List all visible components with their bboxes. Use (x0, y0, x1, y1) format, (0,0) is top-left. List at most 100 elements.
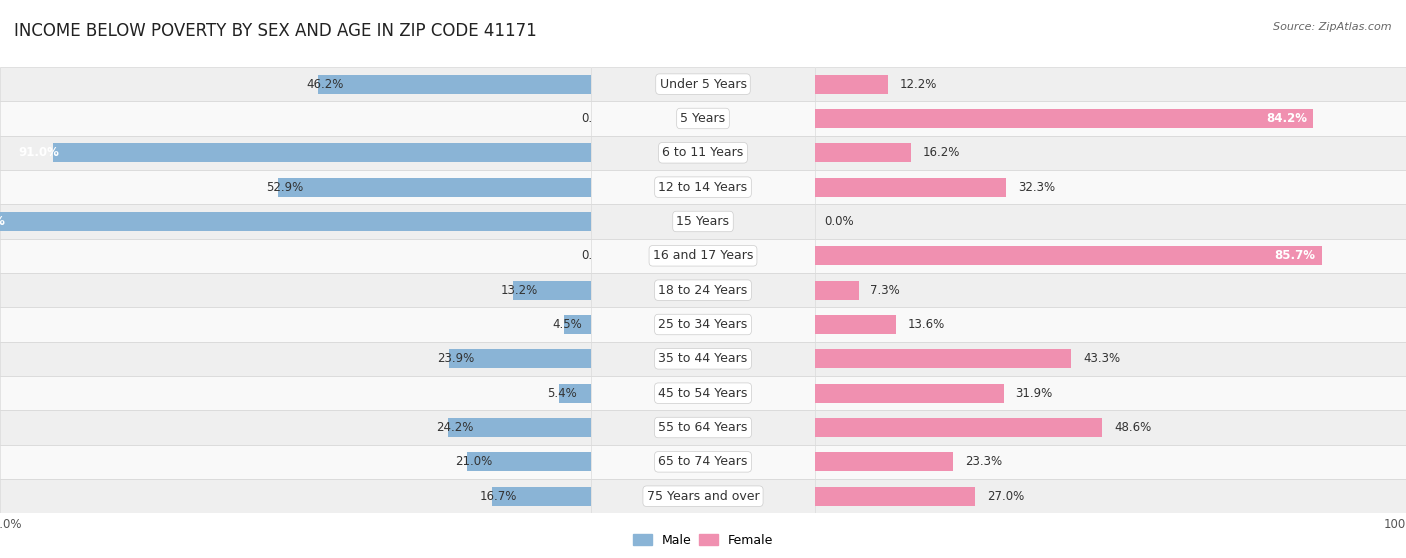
Text: 15 Years: 15 Years (676, 215, 730, 228)
Bar (0, 376, 591, 410)
Bar (815, 102, 1406, 136)
Text: 24.2%: 24.2% (436, 421, 474, 434)
Bar (591, 136, 815, 170)
Text: 46.2%: 46.2% (307, 78, 343, 90)
Bar (815, 204, 1406, 239)
Text: 45 to 54 Years: 45 to 54 Years (658, 387, 748, 400)
Text: 12 to 14 Years: 12 to 14 Years (658, 181, 748, 194)
Bar (815, 453, 953, 472)
Bar (815, 384, 1004, 403)
Text: 25 to 34 Years: 25 to 34 Years (658, 318, 748, 331)
Bar (591, 239, 815, 273)
Bar (815, 418, 1102, 437)
Text: Under 5 Years: Under 5 Years (659, 78, 747, 90)
Bar (591, 341, 815, 376)
Bar (815, 273, 1406, 307)
Bar (815, 281, 859, 300)
Bar (492, 487, 591, 506)
Text: 21.0%: 21.0% (454, 455, 492, 468)
Bar (0, 212, 591, 231)
Text: 55 to 64 Years: 55 to 64 Years (658, 421, 748, 434)
Text: 65 to 74 Years: 65 to 74 Years (658, 455, 748, 468)
Text: 16 and 17 Years: 16 and 17 Years (652, 249, 754, 262)
Text: 16.7%: 16.7% (479, 490, 517, 503)
Bar (591, 376, 815, 410)
Bar (591, 445, 815, 479)
Text: 52.9%: 52.9% (266, 181, 304, 194)
Bar (815, 376, 1406, 410)
Bar (815, 479, 1406, 513)
Text: 91.0%: 91.0% (18, 146, 59, 159)
Text: 0.0%: 0.0% (824, 215, 853, 228)
Bar (0, 341, 591, 376)
Text: 32.3%: 32.3% (1018, 181, 1054, 194)
Text: 6 to 11 Years: 6 to 11 Years (662, 146, 744, 159)
Text: 5 Years: 5 Years (681, 112, 725, 125)
Text: 16.2%: 16.2% (922, 146, 960, 159)
Text: 100.0%: 100.0% (0, 215, 6, 228)
Bar (0, 307, 591, 341)
Bar (0, 67, 591, 102)
Bar (815, 170, 1406, 204)
Text: 23.3%: 23.3% (965, 455, 1002, 468)
Text: 13.6%: 13.6% (908, 318, 945, 331)
Bar (815, 410, 1406, 445)
Bar (591, 204, 815, 239)
Bar (815, 75, 887, 94)
Bar (815, 341, 1406, 376)
Bar (591, 170, 815, 204)
Text: 85.7%: 85.7% (1275, 249, 1316, 262)
Bar (591, 273, 815, 307)
Legend: Male, Female: Male, Female (628, 529, 778, 552)
Text: 0.0%: 0.0% (582, 112, 612, 125)
Bar (0, 239, 591, 273)
Bar (815, 67, 1406, 102)
Text: 7.3%: 7.3% (870, 283, 900, 297)
Bar (815, 349, 1071, 368)
Bar (0, 479, 591, 513)
Bar (815, 239, 1406, 273)
Bar (815, 307, 1406, 341)
Bar (815, 445, 1406, 479)
Bar (815, 177, 1007, 196)
Bar (278, 177, 591, 196)
Text: INCOME BELOW POVERTY BY SEX AND AGE IN ZIP CODE 41171: INCOME BELOW POVERTY BY SEX AND AGE IN Z… (14, 22, 537, 40)
Bar (591, 102, 815, 136)
Bar (513, 281, 591, 300)
Bar (591, 67, 815, 102)
Bar (318, 75, 591, 94)
Bar (558, 384, 591, 403)
Text: 75 Years and over: 75 Years and over (647, 490, 759, 503)
Bar (815, 136, 1406, 170)
Bar (815, 143, 911, 162)
Text: 27.0%: 27.0% (987, 490, 1024, 503)
Text: 12.2%: 12.2% (900, 78, 936, 90)
Bar (0, 170, 591, 204)
Text: 31.9%: 31.9% (1015, 387, 1053, 400)
Text: Source: ZipAtlas.com: Source: ZipAtlas.com (1274, 22, 1392, 32)
Bar (591, 479, 815, 513)
Text: 18 to 24 Years: 18 to 24 Years (658, 283, 748, 297)
Text: 48.6%: 48.6% (1115, 421, 1152, 434)
Bar (815, 315, 896, 334)
Bar (450, 349, 591, 368)
Text: 43.3%: 43.3% (1083, 352, 1121, 365)
Bar (815, 487, 974, 506)
Bar (0, 445, 591, 479)
Bar (0, 204, 591, 239)
Text: 84.2%: 84.2% (1265, 112, 1306, 125)
Bar (591, 307, 815, 341)
Text: 13.2%: 13.2% (501, 283, 538, 297)
Bar (591, 410, 815, 445)
Bar (0, 273, 591, 307)
Text: 35 to 44 Years: 35 to 44 Years (658, 352, 748, 365)
Text: 0.0%: 0.0% (582, 249, 612, 262)
Text: 23.9%: 23.9% (437, 352, 475, 365)
Bar (815, 109, 1313, 128)
Bar (0, 136, 591, 170)
Text: 5.4%: 5.4% (547, 387, 576, 400)
Bar (0, 410, 591, 445)
Bar (0, 102, 591, 136)
Bar (53, 143, 591, 162)
Bar (815, 247, 1322, 265)
